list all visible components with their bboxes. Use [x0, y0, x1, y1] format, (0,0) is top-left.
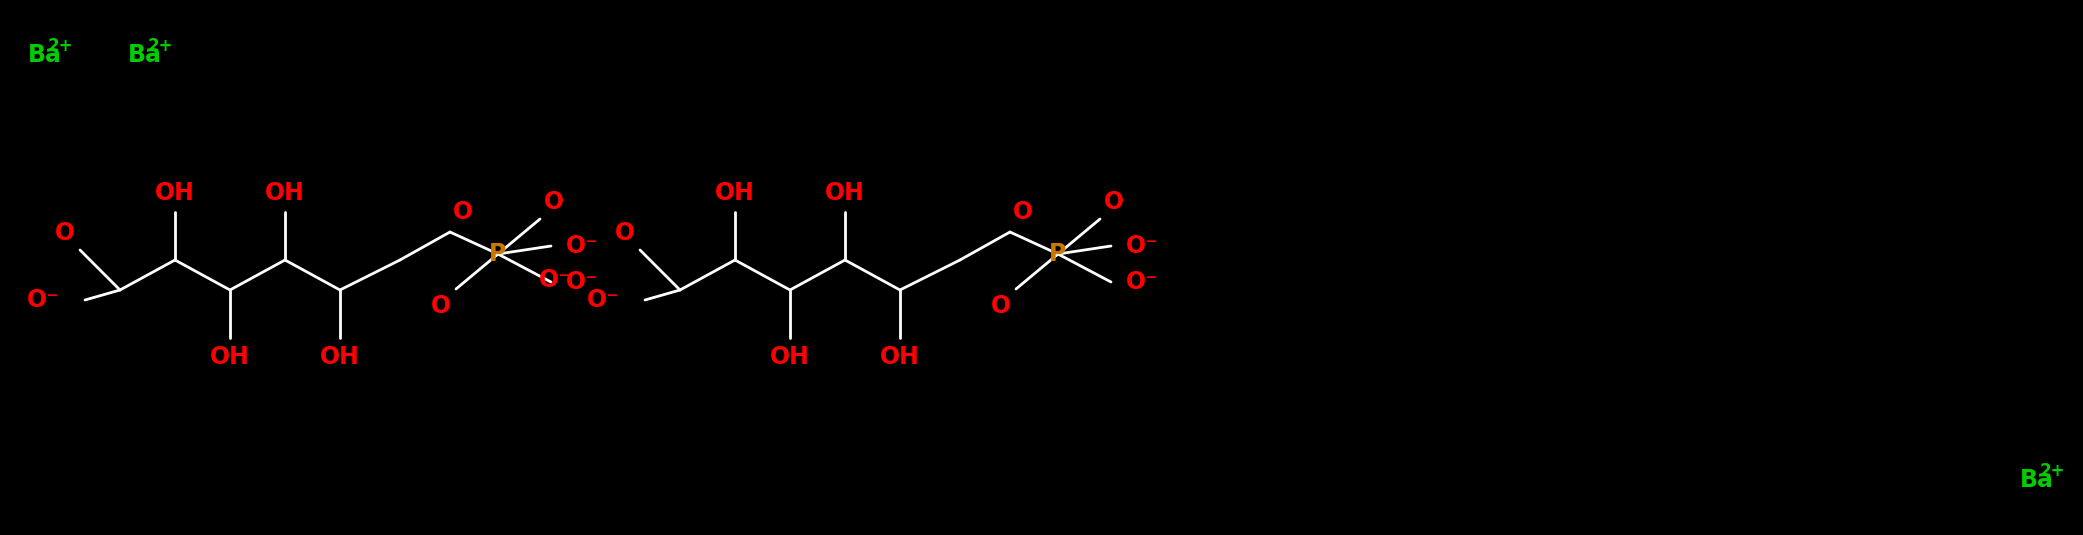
Text: P: P	[1050, 242, 1066, 266]
Text: OH: OH	[771, 345, 810, 369]
Text: Ba: Ba	[27, 43, 62, 67]
Text: OH: OH	[154, 181, 196, 205]
Text: O⁻: O⁻	[567, 270, 598, 294]
Text: O⁻: O⁻	[587, 288, 621, 312]
Text: O⁻: O⁻	[1127, 234, 1158, 258]
Text: O: O	[544, 190, 564, 214]
Text: O: O	[431, 294, 452, 318]
Text: Ba: Ba	[2021, 468, 2054, 492]
Text: OH: OH	[321, 345, 360, 369]
Text: O: O	[614, 221, 635, 245]
Text: OH: OH	[879, 345, 921, 369]
Text: 2+: 2+	[48, 37, 73, 55]
Text: OH: OH	[825, 181, 864, 205]
Text: O: O	[452, 200, 473, 224]
Text: P: P	[490, 242, 506, 266]
Text: 2+: 2+	[148, 37, 173, 55]
Text: O: O	[54, 221, 75, 245]
Text: Ba: Ba	[127, 43, 162, 67]
Text: O: O	[992, 294, 1010, 318]
Text: O: O	[1012, 200, 1033, 224]
Text: O⁻: O⁻	[539, 268, 571, 292]
Text: O: O	[1104, 190, 1125, 214]
Text: O⁻: O⁻	[567, 234, 598, 258]
Text: OH: OH	[714, 181, 754, 205]
Text: O⁻: O⁻	[27, 288, 60, 312]
Text: OH: OH	[265, 181, 304, 205]
Text: O⁻: O⁻	[1127, 270, 1158, 294]
Text: OH: OH	[210, 345, 250, 369]
Text: 2+: 2+	[2039, 462, 2064, 480]
